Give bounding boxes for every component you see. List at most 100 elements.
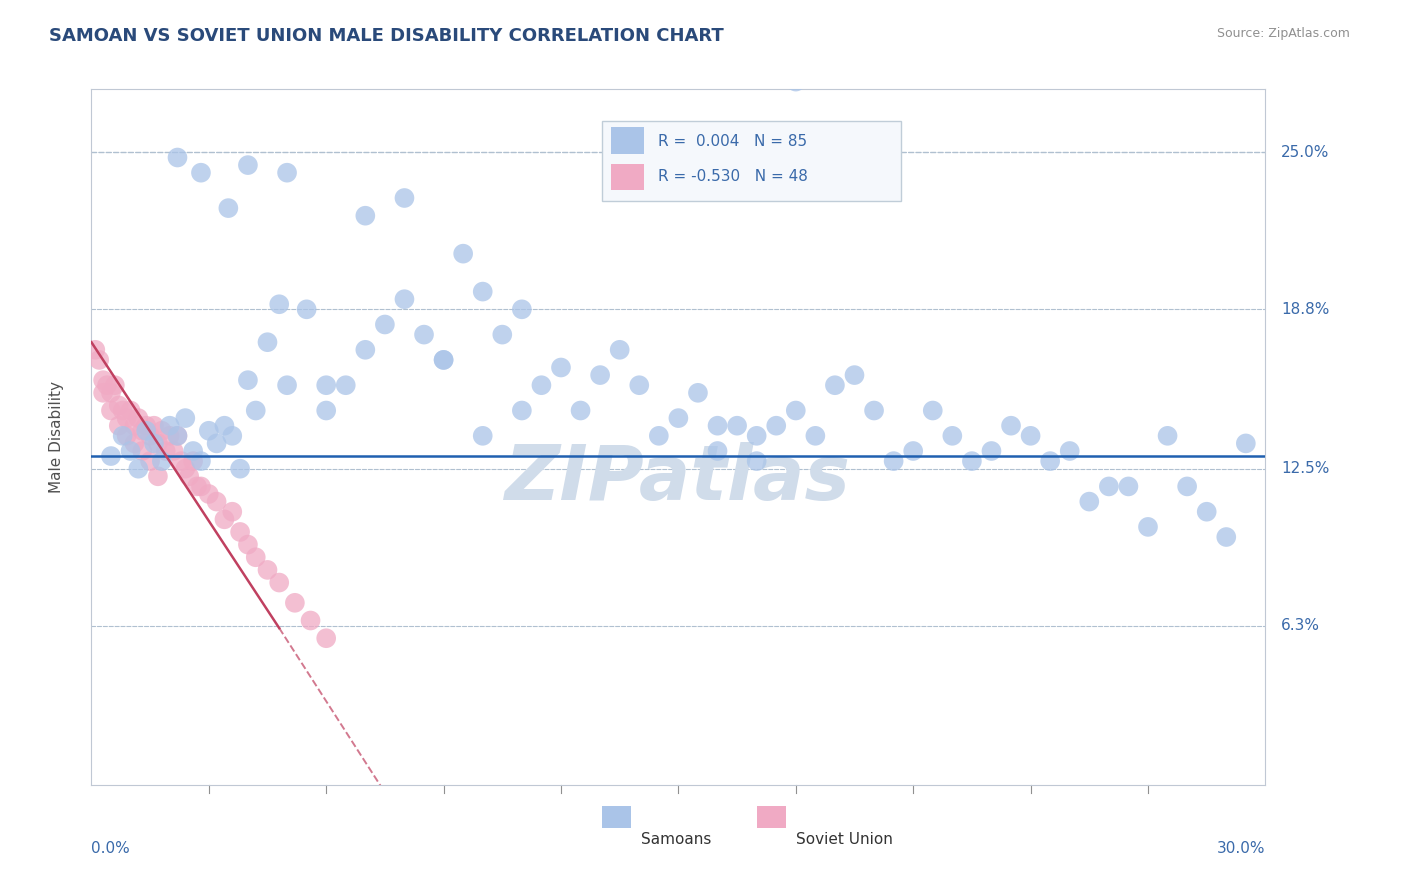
Point [745,429,768,443]
Point [569,403,592,417]
Point [550,360,572,375]
Point [510,302,533,317]
Point [1059,444,1081,458]
Point [804,429,827,443]
Text: ZIPatlas: ZIPatlas [505,442,852,516]
Point [471,285,494,299]
Bar [756,805,786,828]
Point [120,403,142,417]
Point [706,418,728,433]
Point [269,575,291,590]
Point [589,368,612,383]
Point [276,166,298,180]
Point [214,512,236,526]
Point [413,327,436,342]
Text: 0.0%: 0.0% [91,840,131,855]
Point [1156,429,1178,443]
Point [1078,494,1101,508]
Point [229,524,252,539]
Point [107,399,129,413]
Point [127,411,149,425]
Point [190,479,212,493]
Point [1195,505,1218,519]
Point [181,444,204,458]
Point [229,461,252,475]
Text: 6.3%: 6.3% [1281,618,1320,633]
Point [686,385,709,400]
Point [174,461,197,475]
Point [315,403,337,417]
Point [284,596,307,610]
Point [374,318,396,332]
Point [181,454,204,468]
Point [107,418,129,433]
Point [221,429,243,443]
Point [120,444,142,458]
Point [609,343,631,357]
Text: 30.0%: 30.0% [1218,840,1265,855]
Point [155,444,177,458]
Point [921,403,943,417]
Point [256,563,278,577]
FancyBboxPatch shape [602,120,901,201]
Bar [602,805,631,828]
Point [115,411,138,425]
Point [174,411,197,425]
Point [166,151,188,165]
Point [530,378,553,392]
Text: Soviet Union: Soviet Union [796,832,893,847]
Point [131,424,153,438]
Bar [612,163,644,190]
Point [269,297,291,311]
Bar [612,128,644,154]
Point [139,454,162,468]
Point [765,418,787,433]
Point [960,454,983,468]
Point [150,454,173,468]
Point [354,343,377,357]
Point [100,449,122,463]
Point [276,378,298,392]
Point [159,429,181,443]
Point [96,378,118,392]
Text: Samoans: Samoans [641,832,711,847]
Point [91,373,114,387]
Point [315,378,337,392]
Point [824,378,846,392]
Point [100,403,122,417]
Text: Male Disability: Male Disability [49,381,63,493]
Text: 12.5%: 12.5% [1281,461,1330,476]
Point [725,418,748,433]
Point [863,403,886,417]
Point [91,385,114,400]
Point [299,614,322,628]
Point [179,469,201,483]
Text: SAMOAN VS SOVIET UNION MALE DISABILITY CORRELATION CHART: SAMOAN VS SOVIET UNION MALE DISABILITY C… [49,27,724,45]
Point [236,373,259,387]
Point [131,444,153,458]
Point [1234,436,1257,450]
Point [471,429,494,443]
Point [170,454,193,468]
Point [159,418,181,433]
Point [146,469,169,483]
Point [901,444,924,458]
Point [335,378,357,392]
Point [124,436,146,450]
Point [150,424,173,438]
Point [1039,454,1062,468]
Text: Source: ZipAtlas.com: Source: ZipAtlas.com [1216,27,1350,40]
Point [1136,520,1159,534]
Point [256,335,278,350]
Point [236,158,259,172]
Point [190,166,212,180]
Point [980,444,1002,458]
Point [89,352,111,367]
Point [706,444,728,458]
Point [1019,429,1042,443]
Point [245,550,267,565]
Point [100,385,122,400]
Text: 18.8%: 18.8% [1281,301,1330,317]
Point [394,292,416,306]
Point [111,403,134,417]
